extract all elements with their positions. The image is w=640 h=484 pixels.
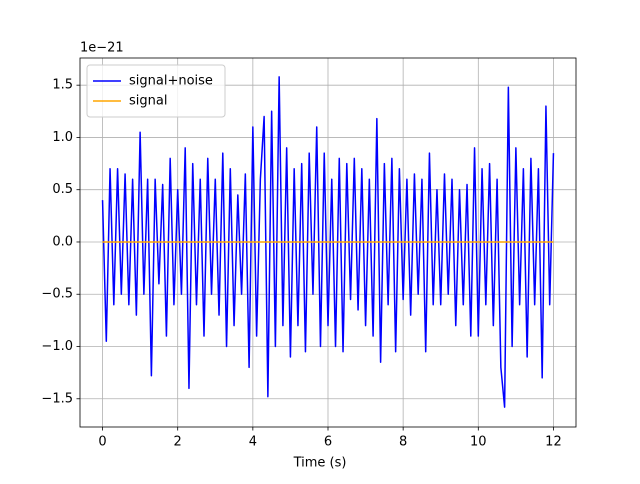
y-tick-label: 1.5 <box>52 78 73 93</box>
legend-box <box>86 64 226 118</box>
y-tick-label: −0.5 <box>41 287 73 302</box>
x-tick-label: 8 <box>399 435 407 450</box>
y-offset-label: 1e−21 <box>80 41 124 56</box>
y-tick-label: −1.5 <box>41 391 73 406</box>
legend-label: signal+noise <box>129 74 213 89</box>
y-tick-label: −1.0 <box>41 339 73 354</box>
x-tick-label: 10 <box>470 435 487 450</box>
x-tick-label: 2 <box>174 435 182 450</box>
x-axis-label: Time (s) <box>293 456 347 471</box>
x-tick-label: 12 <box>545 435 562 450</box>
y-tick-label: 0.5 <box>52 182 73 197</box>
series-line <box>101 76 555 408</box>
y-tick-label: 0.0 <box>52 234 73 249</box>
y-tick-label: 1.0 <box>52 130 73 145</box>
x-tick-label: 0 <box>98 435 106 450</box>
x-tick-label: 6 <box>324 435 332 450</box>
x-tick-label: 4 <box>249 435 257 450</box>
legend: signal+noise signal <box>86 64 226 118</box>
legend-label: signal <box>129 94 167 109</box>
plot-frame <box>79 57 577 428</box>
